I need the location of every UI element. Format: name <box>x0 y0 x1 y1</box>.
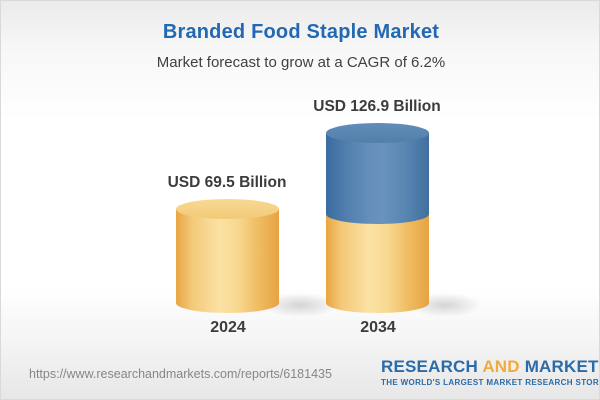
chart-subtitle: Market forecast to grow at a CAGR of 6.2… <box>156 54 446 71</box>
x-axis-label-2024: 2024 <box>210 319 246 336</box>
cylinder-top-face <box>326 123 429 143</box>
bar-cylinder-2034 <box>326 123 429 313</box>
report-url: https://www.researchandmarkets.com/repor… <box>29 367 332 381</box>
cylinder-segment-growth <box>326 123 429 224</box>
cylinder-body <box>176 209 279 313</box>
logo-word-markets: MARKETS <box>524 357 599 376</box>
logo-word-research: RESEARCH <box>381 357 479 376</box>
logo-wordmark: RESEARCH AND MARKETS <box>381 357 599 377</box>
bar-value-label-2034: USD 126.9 Billion <box>313 98 441 115</box>
logo-word-and: AND <box>482 357 520 376</box>
bar-cylinder-2024 <box>176 199 279 313</box>
cylinder-top-face <box>176 199 279 219</box>
research-and-markets-logo: RESEARCH AND MARKETS THE WORLD'S LARGEST… <box>381 357 600 387</box>
cylinder-body <box>326 133 429 224</box>
bar-value-label-2024: USD 69.5 Billion <box>167 174 287 191</box>
x-axis-label-2034: 2034 <box>360 319 396 336</box>
logo-tagline: THE WORLD'S LARGEST MARKET RESEARCH STOR… <box>381 378 600 387</box>
cylinder-segment-base <box>326 214 429 313</box>
chart-title: Branded Food Staple Market <box>162 21 440 43</box>
